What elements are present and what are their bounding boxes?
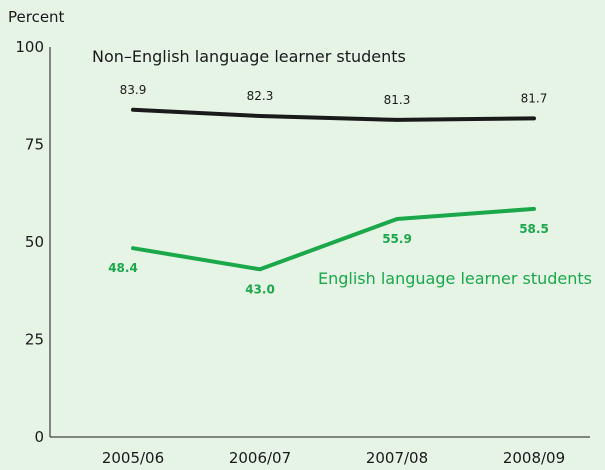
data-point-1	[395, 217, 399, 221]
y-tick-label: 100	[15, 38, 44, 56]
data-label-0: 81.7	[521, 91, 548, 105]
data-point-0	[395, 118, 399, 122]
y-tick-label: 0	[34, 428, 44, 446]
y-ticks: 0 25 50 75 100	[15, 38, 44, 446]
data-point-0	[532, 116, 536, 120]
data-label-0: 83.9	[120, 83, 147, 97]
y-tick-label: 50	[25, 233, 44, 251]
data-label-1: 43.0	[245, 282, 275, 296]
x-tick-label: 2007/08	[366, 449, 428, 467]
data-label-1: 48.4	[108, 261, 138, 275]
series-line-1	[131, 206, 536, 272]
data-point-0	[131, 108, 135, 112]
data-point-1	[532, 207, 536, 211]
data-labels: 83.9 82.3 81.3 81.7 48.4 43.0 55.9 58.5	[108, 83, 549, 297]
data-label-0: 82.3	[247, 89, 274, 103]
x-ticks: 2005/06 2006/07 2007/08 2008/09	[102, 449, 565, 467]
data-point-0	[258, 114, 262, 118]
data-label-1: 55.9	[382, 232, 412, 246]
data-point-1	[258, 267, 262, 271]
x-tick-label: 2005/06	[102, 449, 164, 467]
y-tick-label: 25	[25, 331, 44, 349]
data-label-1: 58.5	[519, 222, 549, 236]
series-line-0	[131, 107, 536, 122]
series-label-non-ell: Non–English language learner students	[92, 47, 406, 66]
y-tick-label: 75	[25, 136, 44, 154]
series-group	[131, 107, 536, 272]
data-label-0: 81.3	[384, 93, 411, 107]
axes	[49, 47, 590, 438]
y-axis-label: Percent	[8, 8, 65, 26]
x-tick-label: 2008/09	[503, 449, 565, 467]
data-point-1	[131, 246, 135, 250]
x-tick-label: 2006/07	[229, 449, 291, 467]
series-label-ell: English language learner students	[318, 269, 592, 288]
